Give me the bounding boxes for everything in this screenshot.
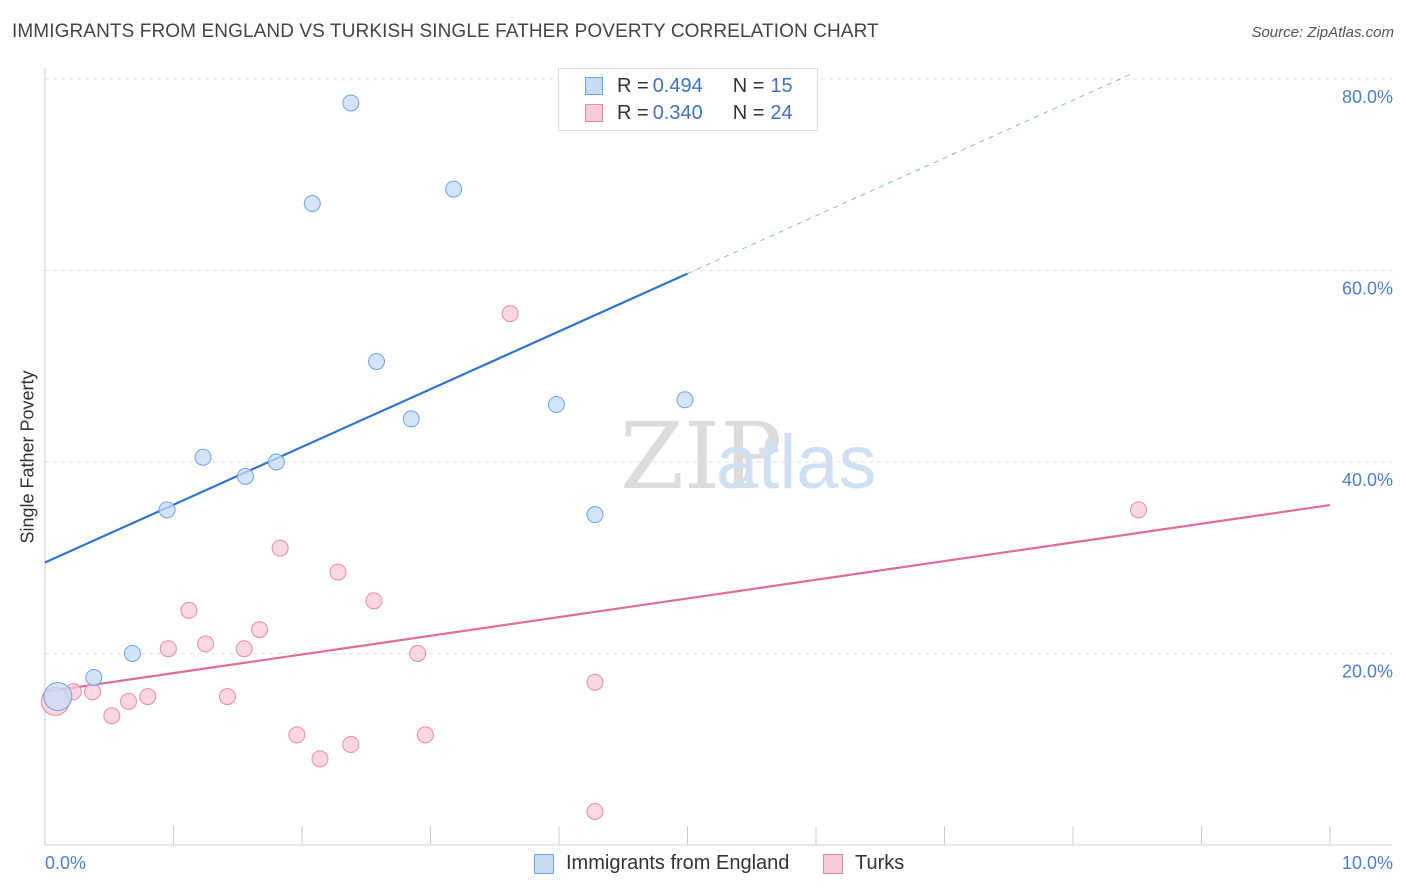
point-turks — [84, 683, 102, 701]
point-england — [586, 506, 604, 524]
legend-r-value: 0.494 — [652, 74, 703, 97]
legend-row-england: R = 0.494 N = 15 — [585, 73, 793, 99]
point-turks — [1130, 501, 1148, 519]
point-turks — [342, 735, 360, 753]
point-turks — [103, 707, 121, 725]
trend-line-turks — [44, 503, 1331, 693]
point-england — [368, 352, 386, 370]
point-turks — [329, 563, 347, 581]
point-england — [236, 467, 254, 485]
chart-title: IMMIGRANTS FROM ENGLAND VS TURKISH SINGL… — [12, 21, 879, 42]
point-england — [445, 180, 463, 198]
legend-r-label: R = — [617, 74, 649, 97]
trend-line-england — [44, 272, 688, 564]
point-turks — [501, 305, 519, 323]
legend-r-value: 0.340 — [652, 101, 703, 124]
bottom-legend-swatch-turks — [823, 853, 843, 874]
legend-r-label: R = — [617, 101, 649, 124]
point-england — [547, 396, 565, 414]
y-tick-label: 40.0% — [1342, 470, 1393, 490]
bottom-legend-label-turks: Turks — [855, 852, 905, 874]
legend-n-label: N = — [732, 74, 765, 97]
stats-legend: R = 0.494 N = 15 R = 0.340 N = 24 — [558, 68, 818, 131]
grid-lines — [45, 78, 1392, 654]
data-points — [40, 94, 1148, 820]
y-tick-label: 80.0% — [1342, 87, 1393, 107]
point-england — [158, 501, 176, 519]
point-turks — [271, 539, 289, 557]
point-england — [43, 682, 73, 712]
point-england — [342, 94, 360, 112]
point-turks — [120, 692, 138, 710]
tick-labels: 20.0% 40.0% 60.0% 80.0% 0.0% 10.0% — [45, 87, 1393, 873]
legend-n-value: 15 — [770, 74, 793, 97]
point-turks — [586, 802, 604, 820]
bottom-legend-england: Immigrants from England — [534, 852, 789, 875]
legend-n-label: N = — [732, 101, 765, 124]
y-tick-label: 20.0% — [1342, 662, 1393, 682]
bottom-legend-swatch-england — [534, 853, 554, 874]
point-turks — [409, 645, 427, 662]
point-turks — [251, 621, 269, 639]
legend-swatch-turks — [585, 104, 603, 122]
watermark-atlas: atlas — [716, 420, 877, 505]
y-tick-label: 60.0% — [1342, 279, 1393, 299]
bottom-legend-turks: Turks — [823, 852, 904, 875]
point-turks — [139, 688, 157, 706]
point-england — [267, 453, 285, 471]
point-england — [676, 391, 694, 409]
legend-swatch-england — [585, 77, 603, 95]
bottom-legend-label-england: Immigrants from England — [566, 852, 790, 874]
point-turks — [416, 726, 434, 744]
point-turks — [180, 601, 198, 619]
legend-row-turks: R = 0.340 N = 24 — [585, 100, 793, 126]
point-england — [402, 410, 420, 428]
point-turks — [235, 640, 253, 658]
x-tick-label: 0.0% — [45, 853, 86, 873]
trend-line-england-extension — [687, 73, 1132, 275]
y-axis-label: Single Father Poverty — [17, 370, 38, 544]
point-turks — [197, 635, 215, 653]
point-turks — [311, 750, 329, 768]
x-tick-label: 10.0% — [1342, 853, 1393, 873]
watermark-zip: ZIP — [620, 403, 782, 510]
point-england — [85, 668, 103, 686]
trend-lines — [44, 73, 1331, 693]
point-turks — [365, 592, 383, 610]
point-turks — [218, 688, 236, 706]
point-england — [303, 194, 321, 212]
legend-n-value: 24 — [770, 101, 793, 124]
point-england — [194, 448, 212, 466]
point-england — [123, 645, 141, 662]
source-label: Source: ZipAtlas.com — [1251, 24, 1394, 41]
point-turks — [159, 640, 177, 658]
point-turks — [288, 726, 306, 744]
axes — [44, 68, 1392, 846]
point-turks — [586, 673, 604, 691]
